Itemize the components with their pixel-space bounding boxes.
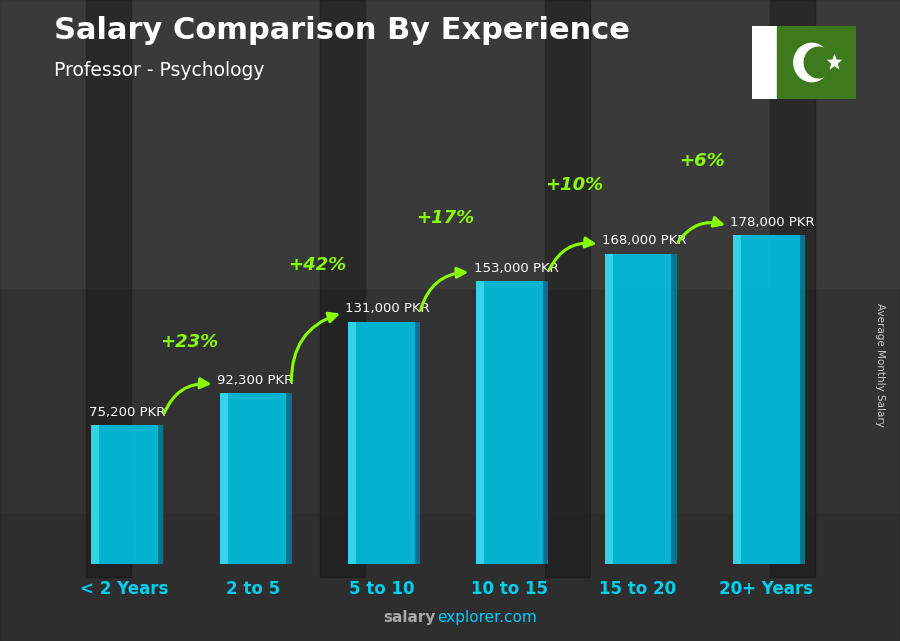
Text: +42%: +42%: [288, 256, 346, 274]
Text: Salary Comparison By Experience: Salary Comparison By Experience: [54, 16, 630, 45]
Polygon shape: [800, 235, 806, 564]
Text: +23%: +23%: [159, 333, 218, 351]
Bar: [544, 0, 590, 577]
Polygon shape: [348, 322, 356, 564]
Bar: [0, 513, 900, 641]
Text: 168,000 PKR: 168,000 PKR: [602, 234, 687, 247]
Text: salary: salary: [383, 610, 436, 625]
Bar: [86, 0, 130, 577]
Text: 92,300 PKR: 92,300 PKR: [217, 374, 293, 387]
Text: +17%: +17%: [417, 210, 474, 228]
Polygon shape: [220, 394, 228, 564]
Polygon shape: [826, 54, 842, 70]
Polygon shape: [605, 254, 613, 564]
Text: 153,000 PKR: 153,000 PKR: [473, 262, 559, 275]
Polygon shape: [733, 235, 741, 564]
Bar: [0, 0, 900, 288]
Polygon shape: [605, 254, 671, 564]
Polygon shape: [476, 281, 484, 564]
Bar: [752, 26, 778, 99]
Text: +6%: +6%: [680, 152, 725, 170]
Polygon shape: [91, 425, 158, 564]
Text: 178,000 PKR: 178,000 PKR: [731, 215, 815, 229]
Bar: [778, 26, 856, 99]
Polygon shape: [671, 254, 677, 564]
Polygon shape: [286, 394, 292, 564]
Text: 75,200 PKR: 75,200 PKR: [89, 406, 165, 419]
Bar: [0, 288, 900, 513]
Polygon shape: [415, 322, 420, 564]
Text: 131,000 PKR: 131,000 PKR: [346, 303, 430, 315]
Polygon shape: [220, 394, 286, 564]
Bar: [770, 0, 814, 577]
Polygon shape: [348, 322, 415, 564]
Polygon shape: [543, 281, 548, 564]
Polygon shape: [158, 425, 163, 564]
Polygon shape: [733, 235, 800, 564]
Polygon shape: [91, 425, 99, 564]
Polygon shape: [476, 281, 543, 564]
Text: +10%: +10%: [544, 176, 603, 194]
Bar: [320, 0, 365, 577]
Circle shape: [805, 47, 833, 78]
Text: explorer.com: explorer.com: [437, 610, 537, 625]
Text: Professor - Psychology: Professor - Psychology: [54, 61, 265, 80]
Text: Average Monthly Salary: Average Monthly Salary: [875, 303, 886, 428]
Circle shape: [794, 44, 830, 81]
